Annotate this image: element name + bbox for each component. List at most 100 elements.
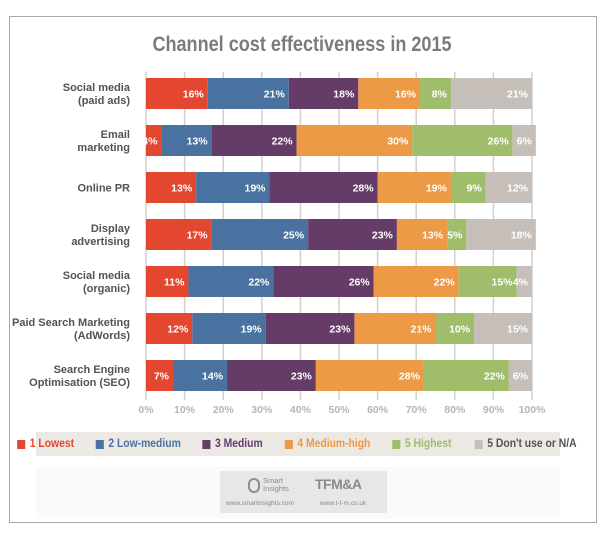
x-tick-label: 100%: [519, 404, 547, 416]
category-label: marketing: [77, 142, 130, 154]
legend-item: 2 Low-medium: [95, 438, 181, 450]
x-tick-label: 40%: [290, 404, 312, 416]
smartinsights-name-line1: Smart: [263, 476, 284, 485]
bar-segment: [146, 313, 193, 344]
bar-segment: [396, 219, 448, 250]
legend-swatch: [95, 439, 104, 449]
data-label: 18%: [333, 89, 355, 101]
data-label: 21%: [264, 89, 286, 101]
category-label: Online PR: [77, 183, 130, 195]
data-label: 22%: [272, 136, 294, 148]
legend-swatch: [16, 439, 25, 449]
bar-segment: [265, 313, 355, 344]
bar-segment: [466, 219, 536, 250]
legend-label: 2 Low-medium: [108, 438, 181, 450]
data-label: 12%: [507, 183, 529, 195]
legend-swatch: [392, 439, 401, 449]
smartinsights-url[interactable]: www.smartinsights.com: [226, 500, 294, 507]
smartinsights-name-line2: Insights: [263, 484, 289, 493]
legend-item: 3 Medium: [202, 438, 263, 450]
bar-segment: [211, 219, 309, 250]
data-label: 14%: [202, 371, 224, 383]
data-label: 22%: [248, 277, 270, 289]
data-label: 13%: [422, 230, 444, 242]
bar-segment: [485, 172, 532, 203]
data-label: 21%: [410, 324, 432, 336]
category-label: Search Engine: [54, 364, 130, 376]
bar-segment: [188, 266, 274, 297]
bar-segment: [435, 313, 475, 344]
tfma-url[interactable]: www.t-f-m.co.uk: [320, 500, 367, 507]
data-label: 28%: [353, 183, 375, 195]
bar-segment: [227, 360, 316, 391]
x-tick-label: 90%: [483, 404, 505, 416]
data-label: 15%: [492, 277, 514, 289]
legend-item: 4 Medium-high: [285, 438, 371, 450]
category-label: Paid Search Marketing: [12, 317, 130, 329]
bar-segment: [146, 78, 208, 109]
sponsor-logos: Smart Insights TFM&A www.smartinsights.c…: [220, 471, 387, 513]
smartinsights-logo: Smart Insights: [248, 477, 289, 493]
x-tick-label: 20%: [213, 404, 235, 416]
bar-segment: [373, 266, 459, 297]
bar-segment: [146, 360, 174, 391]
legend-swatch: [474, 439, 483, 449]
data-label: 21%: [507, 89, 529, 101]
bar-segment: [450, 172, 486, 203]
legend-label: 1 Lowest: [29, 438, 74, 450]
category-label: advertising: [71, 236, 130, 248]
bar-segment: [288, 78, 359, 109]
x-tick-label: 80%: [444, 404, 466, 416]
data-label: 7%: [154, 371, 170, 383]
data-label: 23%: [291, 371, 313, 383]
data-label: 12%: [167, 324, 189, 336]
bar-segment: [423, 360, 509, 391]
bar-segment: [273, 266, 374, 297]
data-label: 19%: [245, 183, 267, 195]
data-label: 26%: [488, 136, 510, 148]
chart-title: Channel cost effectiveness in 2015: [152, 33, 452, 56]
x-tick-label: 30%: [251, 404, 273, 416]
bar-segment: [173, 360, 228, 391]
bar-segment: [420, 78, 451, 109]
category-label: Optimisation (SEO): [29, 377, 130, 389]
x-tick-label: 0%: [138, 404, 154, 416]
bar-segment: [474, 313, 532, 344]
x-tick-label: 70%: [406, 404, 428, 416]
data-label: 19%: [241, 324, 263, 336]
bar-segment: [146, 172, 197, 203]
data-label: 4%: [142, 136, 158, 148]
data-label: 16%: [183, 89, 205, 101]
legend-item: 1 Lowest: [16, 438, 74, 450]
data-label: 22%: [484, 371, 506, 383]
legend-item: 5 Highest: [392, 438, 452, 450]
category-label: Email: [101, 129, 130, 141]
data-label: 23%: [372, 230, 394, 242]
bar-segment: [296, 125, 413, 156]
legend-label: 3 Medium: [215, 438, 263, 450]
bar-segment: [146, 266, 189, 297]
legend-label: 4 Medium-high: [297, 438, 371, 450]
x-tick-label: 50%: [328, 404, 350, 416]
legend-label: 5 Don't use or N/A: [487, 438, 577, 450]
bar-segment: [508, 360, 532, 391]
data-label: 13%: [171, 183, 193, 195]
bar-segment: [207, 78, 289, 109]
data-label: 18%: [511, 230, 533, 242]
x-tick-label: 60%: [367, 404, 389, 416]
category-label: (organic): [83, 283, 130, 295]
data-label: 8%: [432, 89, 448, 101]
bar-segment: [354, 313, 436, 344]
data-label: 4%: [513, 277, 529, 289]
bar-segment: [146, 125, 162, 156]
bar-segment: [512, 125, 536, 156]
data-label: 6%: [517, 136, 533, 148]
data-label: 11%: [164, 277, 185, 289]
bar-segment: [196, 172, 270, 203]
bar-segment: [447, 219, 467, 250]
data-label: 30%: [387, 136, 409, 148]
bar-segment: [358, 78, 421, 109]
legend-item: 5 Don't use or N/A: [474, 438, 577, 450]
smartinsights-icon: [248, 477, 260, 493]
